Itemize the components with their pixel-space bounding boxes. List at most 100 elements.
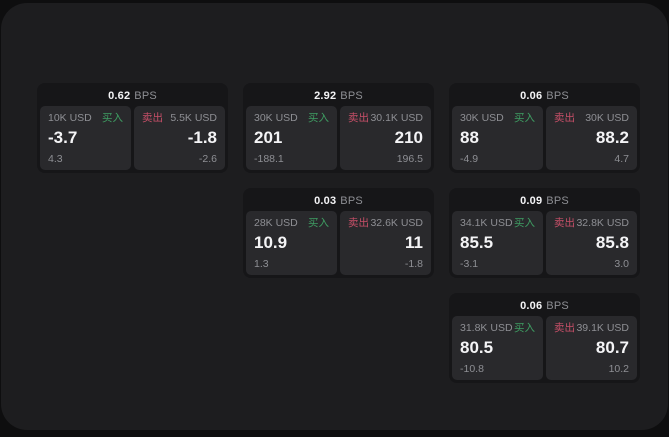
panel-top-row: 28K USD 买入	[254, 217, 329, 229]
bps-card: 0.06 BPS 30K USD 买入 88 -4.9 卖出	[449, 83, 640, 173]
panel-top-row: 卖出 39.1K USD	[554, 322, 629, 334]
sell-side-label: 卖出	[554, 112, 575, 124]
buy-amount: 28K USD	[254, 217, 298, 229]
bps-value: 0.06	[520, 300, 543, 312]
panel-top-row: 34.1K USD 买入	[460, 217, 535, 229]
sell-panel[interactable]: 卖出 32.6K USD 11 -1.8	[340, 211, 431, 275]
bps-card: 0.06 BPS 31.8K USD 买入 80.5 -10.8 卖	[449, 293, 640, 383]
bps-card: 0.09 BPS 34.1K USD 买入 85.5 -3.1 卖出	[449, 188, 640, 278]
bps-header: 2.92 BPS	[246, 86, 431, 106]
buy-sub-value: 1.3	[254, 258, 269, 270]
bps-unit-label: BPS	[134, 90, 157, 102]
buy-amount: 31.8K USD	[460, 322, 513, 334]
card-body: 10K USD 买入 -3.7 4.3 卖出 5.5K USD -1.8 -2.…	[40, 106, 225, 170]
bps-value: 2.92	[314, 90, 337, 102]
bps-unit-label: BPS	[546, 300, 569, 312]
panel-top-row: 卖出 32.8K USD	[554, 217, 629, 229]
panel-top-row: 31.8K USD 买入	[460, 322, 535, 334]
buy-panel[interactable]: 28K USD 买入 10.9 1.3	[246, 211, 337, 275]
bps-header: 0.09 BPS	[452, 191, 637, 211]
buy-sub-value: 4.3	[48, 153, 63, 165]
bps-unit-label: BPS	[546, 195, 569, 207]
bps-card: 0.03 BPS 28K USD 买入 10.9 1.3 卖出	[243, 188, 434, 278]
sell-panel[interactable]: 卖出 30K USD 88.2 4.7	[546, 106, 637, 170]
sell-sub-value: 196.5	[396, 153, 423, 165]
quote-column-1: 0.62 BPS 10K USD 买入 -3.7 4.3 卖出	[37, 83, 228, 173]
bps-value: 0.09	[520, 195, 543, 207]
sell-side-label: 卖出	[554, 322, 575, 334]
sell-main-value: 88.2	[595, 127, 629, 147]
bps-header: 0.06 BPS	[452, 296, 637, 316]
sell-panel[interactable]: 卖出 30.1K USD 210 196.5	[340, 106, 431, 170]
sell-sub-value: -2.6	[198, 153, 217, 165]
bps-unit-label: BPS	[546, 90, 569, 102]
card-body: 28K USD 买入 10.9 1.3 卖出 32.6K USD 11 -1.8	[246, 211, 431, 275]
buy-panel[interactable]: 10K USD 买入 -3.7 4.3	[40, 106, 131, 170]
sell-amount: 30K USD	[585, 112, 629, 124]
buy-main-value: 10.9	[254, 232, 288, 252]
bps-value: 0.03	[314, 195, 337, 207]
sell-sub-value: 4.7	[614, 153, 629, 165]
sell-panel[interactable]: 卖出 32.8K USD 85.8 3.0	[546, 211, 637, 275]
buy-amount: 30K USD	[460, 112, 504, 124]
panel-top-row: 卖出 30K USD	[554, 112, 629, 124]
panel-top-row: 卖出 5.5K USD	[142, 112, 217, 124]
sell-panel[interactable]: 卖出 5.5K USD -1.8 -2.6	[134, 106, 225, 170]
sell-main-value: 210	[394, 127, 423, 147]
sell-sub-value: -1.8	[404, 258, 423, 270]
buy-sub-value: -10.8	[460, 363, 484, 375]
sell-amount: 30.1K USD	[370, 112, 423, 124]
sell-sub-value: 3.0	[614, 258, 629, 270]
sell-panel[interactable]: 卖出 39.1K USD 80.7 10.2	[546, 316, 637, 380]
card-body: 30K USD 买入 88 -4.9 卖出 30K USD 88.2 4.7	[452, 106, 637, 170]
buy-amount: 30K USD	[254, 112, 298, 124]
card-body: 30K USD 买入 201 -188.1 卖出 30.1K USD 210 1…	[246, 106, 431, 170]
sell-side-label: 卖出	[554, 217, 575, 229]
quote-board: 0.62 BPS 10K USD 买入 -3.7 4.3 卖出	[37, 83, 640, 383]
app-window: 0.62 BPS 10K USD 买入 -3.7 4.3 卖出	[1, 3, 668, 430]
panel-top-row: 30K USD 买入	[254, 112, 329, 124]
sell-sub-value: 10.2	[608, 363, 629, 375]
panel-top-row: 卖出 30.1K USD	[348, 112, 423, 124]
bps-card: 0.62 BPS 10K USD 买入 -3.7 4.3 卖出	[37, 83, 228, 173]
buy-side-label: 买入	[308, 112, 329, 124]
sell-amount: 32.6K USD	[370, 217, 423, 229]
sell-main-value: 11	[405, 232, 423, 252]
buy-panel[interactable]: 30K USD 买入 201 -188.1	[246, 106, 337, 170]
card-body: 34.1K USD 买入 85.5 -3.1 卖出 32.8K USD 85.8…	[452, 211, 637, 275]
buy-panel[interactable]: 31.8K USD 买入 80.5 -10.8	[452, 316, 543, 380]
sell-main-value: 80.7	[595, 337, 629, 357]
quote-column-2: 2.92 BPS 30K USD 买入 201 -188.1 卖出	[243, 83, 434, 278]
sell-side-label: 卖出	[142, 112, 163, 124]
buy-sub-value: -3.1	[460, 258, 479, 270]
buy-side-label: 买入	[514, 322, 535, 334]
buy-main-value: 80.5	[460, 337, 494, 357]
buy-side-label: 买入	[514, 217, 535, 229]
panel-top-row: 卖出 32.6K USD	[348, 217, 423, 229]
buy-amount: 34.1K USD	[460, 217, 513, 229]
buy-main-value: 85.5	[460, 232, 494, 252]
bps-unit-label: BPS	[340, 90, 363, 102]
buy-sub-value: -188.1	[254, 153, 284, 165]
sell-amount: 5.5K USD	[170, 112, 217, 124]
buy-panel[interactable]: 34.1K USD 买入 85.5 -3.1	[452, 211, 543, 275]
sell-main-value: -1.8	[187, 127, 217, 147]
buy-amount: 10K USD	[48, 112, 92, 124]
buy-main-value: 88	[460, 127, 479, 147]
card-body: 31.8K USD 买入 80.5 -10.8 卖出 39.1K USD 80.…	[452, 316, 637, 380]
bps-value: 0.62	[108, 90, 131, 102]
bps-card: 2.92 BPS 30K USD 买入 201 -188.1 卖出	[243, 83, 434, 173]
sell-main-value: 85.8	[595, 232, 629, 252]
bps-header: 0.03 BPS	[246, 191, 431, 211]
panel-top-row: 10K USD 买入	[48, 112, 123, 124]
sell-amount: 39.1K USD	[576, 322, 629, 334]
sell-side-label: 卖出	[348, 112, 369, 124]
sell-amount: 32.8K USD	[576, 217, 629, 229]
buy-main-value: 201	[254, 127, 283, 147]
quote-column-3: 0.06 BPS 30K USD 买入 88 -4.9 卖出	[449, 83, 640, 383]
buy-main-value: -3.7	[48, 127, 78, 147]
buy-sub-value: -4.9	[460, 153, 479, 165]
sell-side-label: 卖出	[348, 217, 369, 229]
buy-panel[interactable]: 30K USD 买入 88 -4.9	[452, 106, 543, 170]
buy-side-label: 买入	[308, 217, 329, 229]
